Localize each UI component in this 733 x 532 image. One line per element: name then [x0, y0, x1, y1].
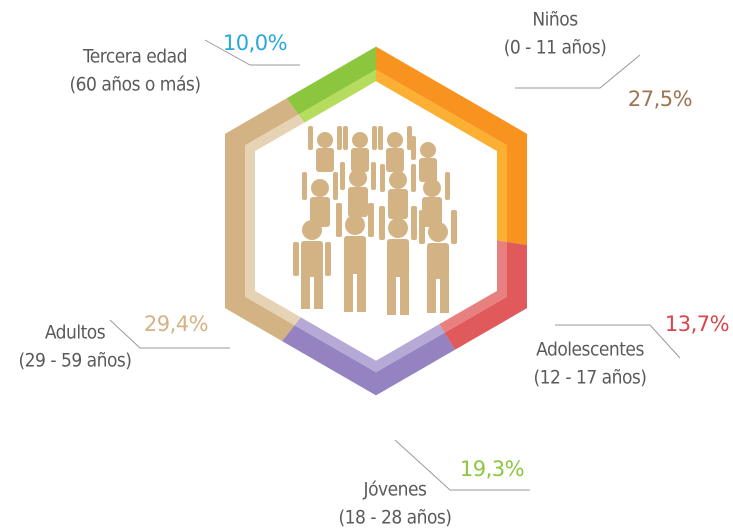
leader-line: [515, 55, 640, 88]
value-label: 29,4%: [144, 312, 208, 336]
category-range: (18 - 28 años): [339, 507, 452, 529]
category-label: Tercera edad: [82, 46, 187, 68]
value-label: 13,7%: [665, 312, 729, 336]
category-range: (0 - 11 años): [504, 37, 607, 59]
category-label: Jóvenes: [363, 479, 427, 501]
category-range: (12 - 17 años): [534, 367, 647, 389]
category-range: (60 años o más): [69, 74, 200, 96]
category-label: Adultos: [45, 322, 106, 344]
segment-highlight: [245, 114, 304, 325]
value-label: 19,3%: [460, 457, 524, 481]
segment: [445, 242, 527, 350]
category-label: Adolescentes: [536, 339, 644, 361]
chart: Niños (0 - 11 años) 27,5% Adolescentes (12 -…: [0, 0, 733, 532]
category-range: (29 - 59 años): [19, 350, 132, 372]
category-label: Niños: [532, 9, 578, 31]
value-label: 10,0%: [223, 31, 287, 55]
people-icon: [293, 126, 457, 315]
value-label: 27,5%: [628, 87, 692, 111]
